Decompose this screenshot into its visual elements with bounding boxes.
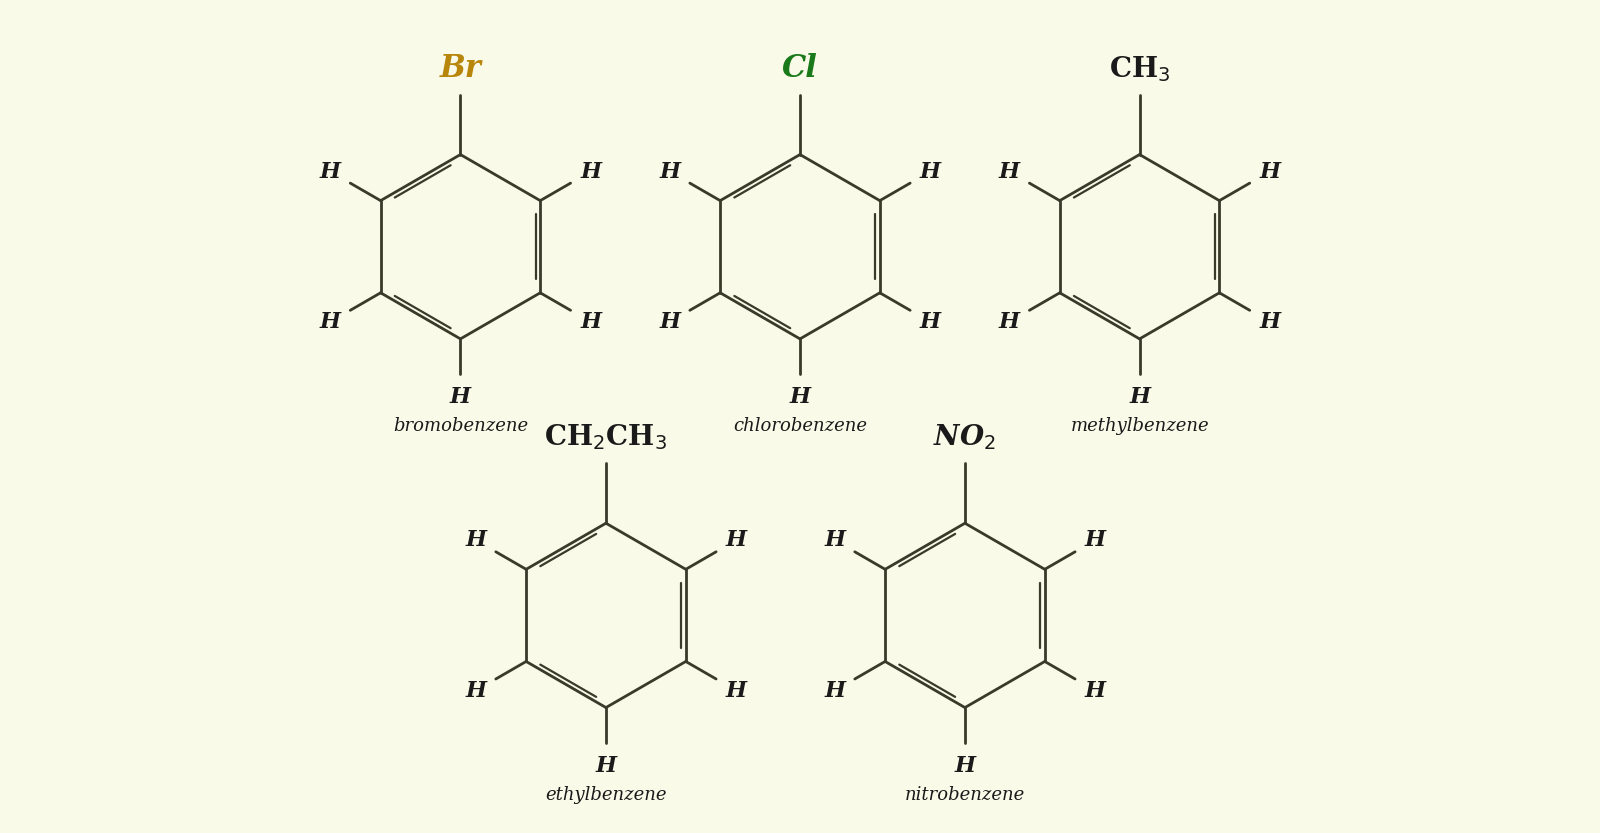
Text: H: H [450,386,470,408]
Text: H: H [920,161,941,182]
Text: chlorobenzene: chlorobenzene [733,417,867,435]
Text: H: H [466,680,486,701]
Text: H: H [955,755,976,776]
Text: H: H [789,386,811,408]
Text: CH$_3$: CH$_3$ [1109,54,1170,83]
Text: NO$_2$: NO$_2$ [933,422,997,452]
Text: H: H [1259,161,1280,182]
Text: H: H [1085,680,1106,701]
Text: H: H [725,529,747,551]
Text: ethylbenzene: ethylbenzene [546,786,667,804]
Text: nitrobenzene: nitrobenzene [906,786,1026,804]
Text: Br: Br [440,52,482,83]
Text: H: H [595,755,616,776]
Text: H: H [920,311,941,333]
Text: H: H [1130,386,1150,408]
Text: bromobenzene: bromobenzene [394,417,528,435]
Text: H: H [581,311,602,333]
Text: H: H [581,161,602,182]
Text: H: H [466,529,486,551]
Text: H: H [824,529,845,551]
Text: H: H [320,311,341,333]
Text: CH$_2$CH$_3$: CH$_2$CH$_3$ [544,422,667,452]
Text: H: H [998,161,1019,182]
Text: Cl: Cl [782,52,818,83]
Text: H: H [725,680,747,701]
Text: H: H [1259,311,1280,333]
Text: H: H [659,311,680,333]
Text: H: H [824,680,845,701]
Text: H: H [659,161,680,182]
Text: methylbenzene: methylbenzene [1070,417,1210,435]
Text: H: H [320,161,341,182]
Text: H: H [1085,529,1106,551]
Text: H: H [998,311,1019,333]
